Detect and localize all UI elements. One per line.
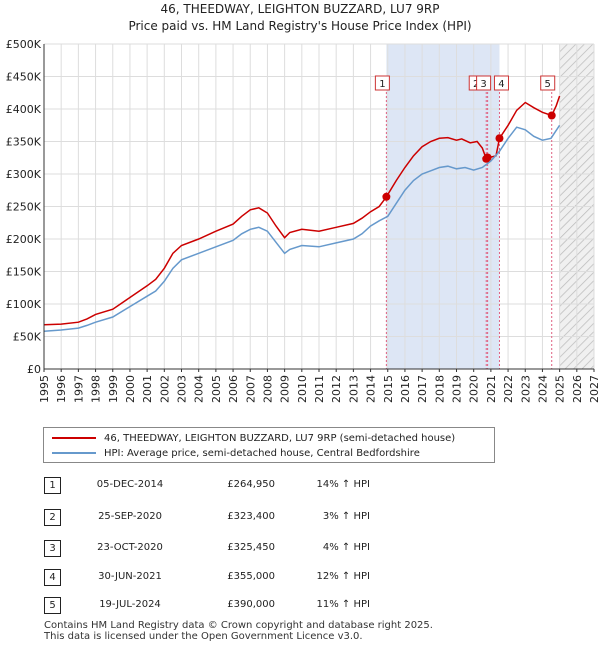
table-row: 2 25-SEP-2020 £323,400 3% ↑ HPI (0, 507, 600, 527)
legend-swatch-property (52, 437, 96, 439)
sale-label-box (476, 75, 492, 91)
sale-date: 23-OCT-2020 (97, 542, 163, 553)
x-tick-label: 2004 (193, 375, 206, 403)
table-row: 5 19-JUL-2024 £390,000 11% ↑ HPI (0, 595, 600, 615)
x-tick-label: 2026 (571, 375, 584, 403)
sale-price: £325,450 (227, 542, 275, 553)
x-tick-label: 2024 (536, 375, 549, 403)
y-tick-label: £300K (6, 168, 42, 181)
x-tick-label: 2009 (279, 375, 292, 403)
sale-number-badge: 1 (44, 477, 61, 494)
x-tick-label: 2001 (141, 375, 154, 403)
x-tick-label: 2017 (416, 375, 429, 403)
sale-point (483, 153, 492, 162)
legend-item-property: 46, THEEDWAY, LEIGHTON BUZZARD, LU7 9RP … (52, 431, 455, 445)
x-tick-label: 2013 (347, 375, 360, 403)
x-tick-label: 2014 (365, 375, 378, 403)
chart-title: 46, THEEDWAY, LEIGHTON BUZZARD, LU7 9RP (160, 2, 440, 16)
x-tick-label: 1995 (38, 375, 51, 403)
legend-item-hpi: HPI: Average price, semi-detached house,… (52, 446, 420, 460)
series-line-hpi (44, 124, 561, 333)
x-tick-label: 2012 (330, 375, 343, 403)
x-tick-label: 2022 (502, 375, 515, 403)
x-tick-label: 2023 (519, 375, 532, 403)
y-tick-label: £50K (13, 331, 42, 344)
x-tick-label: 1998 (90, 375, 103, 403)
sale-date: 05-DEC-2014 (96, 479, 164, 490)
price-chart: 12345£0£50K£100K£150K£200K£250K£300K£350… (6, 38, 600, 403)
sale-point (547, 111, 556, 120)
sale-label-text: 1 (379, 79, 385, 90)
y-tick-label: £200K (6, 233, 42, 246)
sale-price: £355,000 (227, 571, 275, 582)
footer-licence: This data is licensed under the Open Gov… (44, 631, 363, 642)
chart-legend: 46, THEEDWAY, LEIGHTON BUZZARD, LU7 9RP … (43, 427, 495, 463)
sale-point (495, 134, 504, 143)
table-row: 3 23-OCT-2020 £325,450 4% ↑ HPI (0, 538, 600, 558)
y-tick-label: £250K (6, 201, 42, 214)
x-tick-label: 2016 (399, 375, 412, 403)
sale-number-badge: 5 (44, 597, 61, 614)
legend-label-hpi: HPI: Average price, semi-detached house,… (104, 447, 420, 459)
sale-point (382, 192, 391, 201)
y-tick-label: £0 (27, 363, 41, 376)
footer-copyright: Contains HM Land Registry data © Crown c… (44, 620, 433, 631)
y-tick-label: £350K (6, 136, 42, 149)
x-tick-label: 2006 (227, 375, 240, 403)
legend-label-property: 46, THEEDWAY, LEIGHTON BUZZARD, LU7 9RP … (104, 432, 456, 444)
sale-label-text: 3 (480, 79, 486, 90)
sale-number-badge: 4 (44, 569, 61, 586)
x-tick-label: 1999 (107, 375, 120, 403)
sale-price: £264,950 (227, 479, 275, 490)
sale-number-badge: 2 (44, 509, 61, 526)
x-tick-label: 2027 (588, 375, 600, 403)
x-tick-label: 2002 (158, 375, 171, 403)
x-tick-label: 2005 (210, 375, 223, 403)
x-tick-label: 2025 (554, 375, 567, 403)
y-tick-label: £500K (6, 38, 42, 51)
sale-number-badge: 3 (44, 540, 61, 557)
sale-date: 30-JUN-2021 (98, 571, 162, 582)
table-row: 4 30-JUN-2021 £355,000 12% ↑ HPI (0, 567, 600, 587)
x-tick-label: 2008 (261, 375, 274, 403)
y-tick-label: £150K (6, 266, 42, 279)
sale-date: 19-JUL-2024 (99, 599, 161, 610)
sale-price: £390,000 (227, 599, 275, 610)
x-tick-label: 1996 (55, 375, 68, 403)
y-tick-label: £100K (6, 298, 42, 311)
sale-hpi-change: 11% ↑ HPI (316, 599, 370, 610)
sale-label-text: 5 (545, 79, 551, 90)
sale-hpi-change: 14% ↑ HPI (316, 479, 370, 490)
sale-hpi-change: 4% ↑ HPI (322, 542, 370, 553)
x-tick-label: 2003 (176, 375, 189, 403)
x-tick-label: 2007 (244, 375, 257, 403)
x-tick-label: 2020 (468, 375, 481, 403)
legend-swatch-hpi (52, 452, 96, 454)
sale-label-text: 4 (498, 79, 504, 90)
sale-date: 25-SEP-2020 (98, 511, 162, 522)
sale-label-box (493, 75, 509, 91)
y-tick-label: £450K (6, 71, 42, 84)
chart-subtitle: Price paid vs. HM Land Registry's House … (128, 19, 472, 33)
sale-hpi-change: 3% ↑ HPI (322, 511, 370, 522)
x-tick-label: 2000 (124, 375, 137, 403)
sale-label-box (374, 75, 390, 91)
x-tick-label: 1997 (72, 375, 85, 403)
x-tick-label: 2018 (433, 375, 446, 403)
sale-price: £323,400 (227, 511, 275, 522)
x-tick-label: 2021 (485, 375, 498, 403)
x-tick-label: 2019 (451, 375, 464, 403)
x-tick-label: 2011 (313, 375, 326, 403)
sale-hpi-change: 12% ↑ HPI (316, 571, 370, 582)
x-tick-label: 2015 (382, 375, 395, 403)
y-tick-label: £400K (6, 103, 42, 116)
table-row: 1 05-DEC-2014 £264,950 14% ↑ HPI (0, 475, 600, 495)
sale-label-box (540, 75, 556, 91)
x-tick-label: 2010 (296, 375, 309, 403)
